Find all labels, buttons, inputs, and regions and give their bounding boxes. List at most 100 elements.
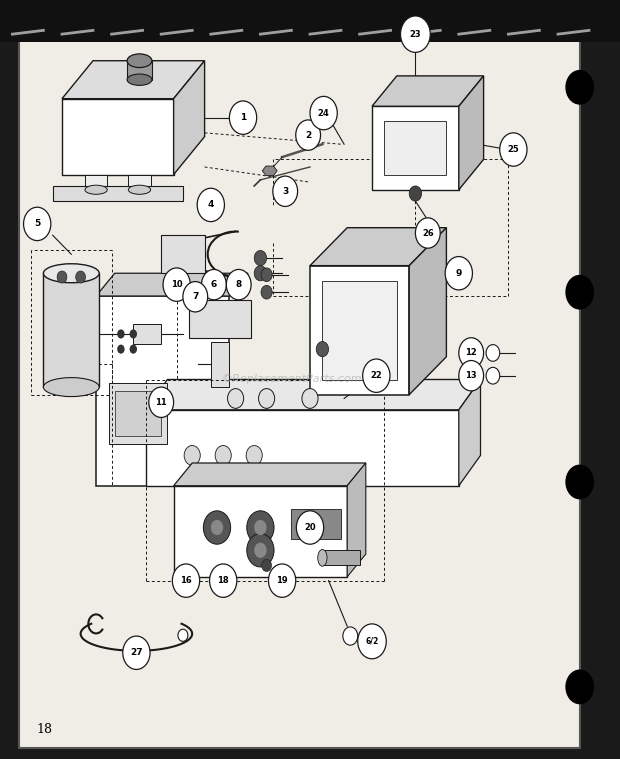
Circle shape bbox=[202, 269, 226, 300]
Circle shape bbox=[261, 268, 272, 282]
Polygon shape bbox=[459, 380, 481, 486]
Circle shape bbox=[268, 564, 296, 597]
Circle shape bbox=[254, 250, 267, 266]
Circle shape bbox=[254, 543, 267, 558]
Polygon shape bbox=[161, 235, 205, 273]
Circle shape bbox=[229, 101, 257, 134]
Circle shape bbox=[259, 389, 275, 408]
Circle shape bbox=[228, 389, 244, 408]
Polygon shape bbox=[347, 463, 366, 577]
Circle shape bbox=[486, 367, 500, 384]
Ellipse shape bbox=[127, 74, 152, 85]
Text: 13: 13 bbox=[466, 371, 477, 380]
Polygon shape bbox=[43, 273, 99, 387]
Text: 23: 23 bbox=[410, 30, 421, 39]
Text: 8: 8 bbox=[236, 280, 242, 289]
Circle shape bbox=[172, 564, 200, 597]
Circle shape bbox=[210, 564, 237, 597]
Text: 12: 12 bbox=[466, 348, 477, 357]
Circle shape bbox=[296, 511, 324, 544]
Circle shape bbox=[445, 257, 472, 290]
Polygon shape bbox=[115, 391, 161, 436]
Circle shape bbox=[183, 282, 208, 312]
Circle shape bbox=[163, 268, 190, 301]
Circle shape bbox=[247, 511, 274, 544]
Text: ©ReplacementParts.com: ©ReplacementParts.com bbox=[221, 374, 361, 385]
Circle shape bbox=[117, 345, 125, 354]
Circle shape bbox=[215, 446, 231, 465]
Polygon shape bbox=[96, 273, 248, 296]
Polygon shape bbox=[211, 342, 229, 387]
Circle shape bbox=[254, 266, 267, 281]
Polygon shape bbox=[189, 300, 251, 338]
Text: 1: 1 bbox=[240, 113, 246, 122]
FancyBboxPatch shape bbox=[0, 0, 620, 42]
Text: 18: 18 bbox=[218, 576, 229, 585]
Text: 19: 19 bbox=[277, 576, 288, 585]
Text: 11: 11 bbox=[156, 398, 167, 407]
Circle shape bbox=[24, 207, 51, 241]
Polygon shape bbox=[133, 324, 161, 344]
Polygon shape bbox=[62, 61, 205, 99]
Polygon shape bbox=[310, 228, 446, 266]
Polygon shape bbox=[174, 463, 366, 486]
Polygon shape bbox=[146, 380, 480, 410]
Text: 5: 5 bbox=[34, 219, 40, 228]
Polygon shape bbox=[322, 550, 360, 565]
Circle shape bbox=[273, 176, 298, 206]
Text: 6: 6 bbox=[211, 280, 217, 289]
Polygon shape bbox=[310, 266, 409, 395]
Text: 10: 10 bbox=[171, 280, 182, 289]
Circle shape bbox=[203, 511, 231, 544]
Polygon shape bbox=[62, 99, 174, 175]
Circle shape bbox=[566, 71, 593, 104]
Polygon shape bbox=[174, 486, 347, 577]
Ellipse shape bbox=[127, 54, 152, 68]
Circle shape bbox=[500, 133, 527, 166]
Circle shape bbox=[358, 624, 386, 659]
Circle shape bbox=[130, 329, 137, 339]
Polygon shape bbox=[262, 166, 277, 175]
Polygon shape bbox=[146, 410, 459, 486]
Ellipse shape bbox=[128, 185, 151, 194]
Text: 7: 7 bbox=[192, 292, 198, 301]
Polygon shape bbox=[384, 121, 446, 175]
Text: 20: 20 bbox=[304, 523, 316, 532]
Circle shape bbox=[459, 338, 484, 368]
Circle shape bbox=[302, 389, 318, 408]
Circle shape bbox=[296, 120, 321, 150]
Circle shape bbox=[566, 465, 593, 499]
FancyBboxPatch shape bbox=[19, 13, 580, 748]
Circle shape bbox=[316, 342, 329, 357]
Polygon shape bbox=[174, 61, 205, 175]
Circle shape bbox=[130, 345, 137, 354]
Circle shape bbox=[247, 534, 274, 567]
Circle shape bbox=[149, 387, 174, 417]
Circle shape bbox=[409, 186, 422, 201]
Polygon shape bbox=[372, 106, 459, 190]
Polygon shape bbox=[96, 296, 229, 486]
Circle shape bbox=[566, 276, 593, 309]
Circle shape bbox=[57, 271, 67, 283]
Text: 2: 2 bbox=[305, 131, 311, 140]
Circle shape bbox=[117, 329, 125, 339]
Polygon shape bbox=[409, 228, 446, 395]
Text: 25: 25 bbox=[508, 145, 519, 154]
Polygon shape bbox=[108, 383, 167, 444]
Ellipse shape bbox=[43, 263, 99, 283]
Circle shape bbox=[310, 96, 337, 130]
Circle shape bbox=[211, 520, 223, 535]
Text: 26: 26 bbox=[422, 228, 433, 238]
Ellipse shape bbox=[43, 377, 99, 396]
Polygon shape bbox=[291, 509, 341, 539]
Ellipse shape bbox=[318, 550, 327, 566]
Circle shape bbox=[261, 285, 272, 299]
Circle shape bbox=[486, 345, 500, 361]
Circle shape bbox=[415, 218, 440, 248]
Circle shape bbox=[178, 629, 188, 641]
Circle shape bbox=[363, 359, 390, 392]
Text: 27: 27 bbox=[130, 648, 143, 657]
Polygon shape bbox=[322, 281, 397, 380]
Polygon shape bbox=[459, 76, 484, 190]
Polygon shape bbox=[53, 186, 183, 201]
